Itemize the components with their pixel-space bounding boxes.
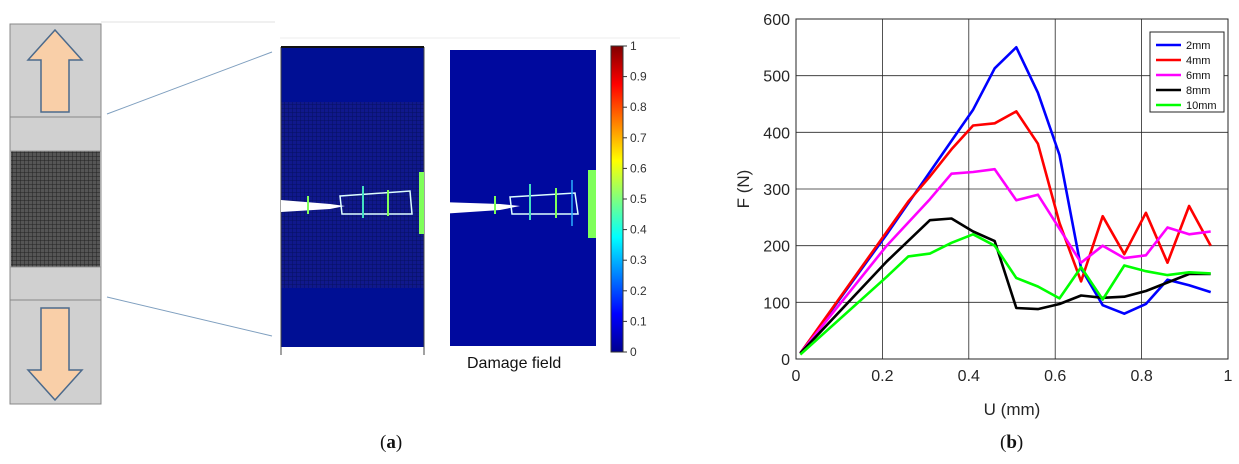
x-tick-label: 0.8 [1130, 368, 1152, 385]
chart-grid [795, 18, 1229, 360]
series-line-10mm [799, 233, 1211, 356]
series-line-8mm [799, 217, 1211, 355]
chart-series [799, 45, 1212, 356]
colorbar-tick-label: 0.3 [630, 253, 647, 267]
y-axis-label: F (N) [734, 170, 753, 209]
x-tick-label: 1 [1224, 368, 1233, 385]
legend-label: 6mm [1186, 70, 1210, 82]
damage-field-label: Damage field [467, 355, 561, 372]
tension-arrow-down-icon [26, 307, 84, 402]
x-tick-labels: 0 0.2 0.4 0.6 0.8 1 [792, 368, 1233, 385]
caption-b: (b) [1000, 432, 1024, 453]
x-tick-label: 0.4 [958, 368, 980, 385]
colorbar-tick-label: 0.7 [630, 131, 647, 145]
colorbar [610, 45, 624, 353]
zoom-line-top [106, 51, 273, 115]
specimen-mesh [11, 151, 100, 267]
legend-label: 2mm [1186, 40, 1210, 52]
colorbar-tick-label: 0.5 [630, 192, 647, 206]
series-line-2mm [799, 45, 1212, 355]
chart-legend: 2mm 4mm 6mm 8mm 10mm [1149, 31, 1225, 113]
colorbar-tick-label: 1 [630, 39, 637, 53]
legend-label: 8mm [1186, 85, 1210, 97]
damage-field-contour [440, 50, 596, 346]
y-tick-label: 200 [763, 239, 790, 256]
colorbar-ticks: 1 0.9 0.8 0.7 0.6 0.5 0.4 0.3 0.2 0.1 0 [623, 39, 647, 359]
x-tick-label: 0.6 [1044, 368, 1066, 385]
y-tick-labels: 0 100 200 300 400 500 600 [763, 12, 790, 369]
x-tick-label: 0.2 [871, 368, 893, 385]
y-tick-label: 100 [763, 295, 790, 312]
colorbar-tick-label: 0.4 [630, 223, 647, 237]
x-axis-label: U (mm) [984, 400, 1041, 419]
caption-a: (a) [380, 432, 403, 453]
y-tick-label: 600 [763, 12, 790, 29]
colorbar-tick-label: 0.9 [630, 70, 647, 84]
y-tick-label: 400 [763, 125, 790, 142]
y-tick-label: 500 [763, 69, 790, 86]
legend-label: 4mm [1186, 55, 1210, 67]
line-chart: 0 0.2 0.4 0.6 0.8 1 0 100 200 300 400 500 600 U (mm… [734, 12, 1233, 419]
zoom-line-bottom [106, 296, 273, 337]
legend-label: 10mm [1186, 100, 1217, 112]
colorbar-tick-label: 0 [630, 345, 637, 359]
y-tick-label: 0 [781, 352, 790, 369]
x-tick-label: 0 [792, 368, 801, 385]
colorbar-tick-label: 0.6 [630, 161, 647, 175]
specimen-diagram [9, 23, 102, 405]
colorbar-tick-label: 0.8 [630, 100, 647, 114]
colorbar-tick-label: 0.2 [630, 284, 647, 298]
y-tick-label: 300 [763, 182, 790, 199]
tension-arrow-up-icon [26, 28, 84, 113]
damage-field-mesh [280, 37, 680, 355]
series-line-6mm [799, 167, 1211, 355]
colorbar-tick-label: 0.1 [630, 314, 647, 328]
series-line-4mm [799, 110, 1212, 355]
